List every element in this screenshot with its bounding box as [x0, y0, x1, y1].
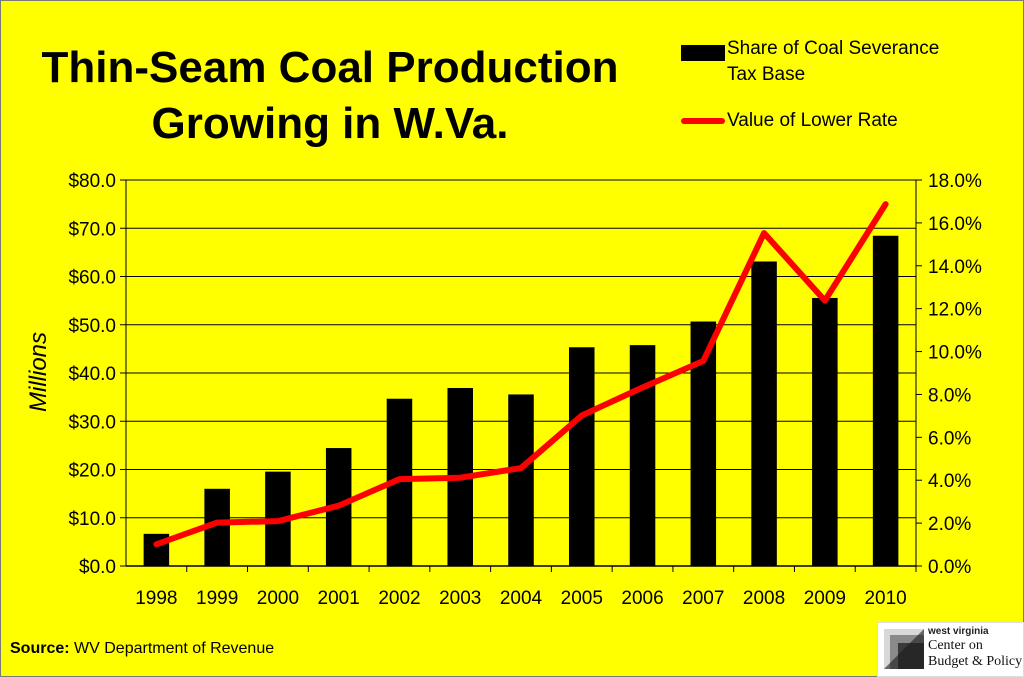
legend-label-bars: Share of Coal Severance Tax Base [727, 36, 939, 88]
x-axis-tick-label: 2010 [864, 588, 906, 609]
y2-axis-tick-label: 16.0% [928, 214, 982, 235]
legend-label-bars-line-2: Tax Base [727, 64, 806, 85]
y2-axis-tick-label: 2.0% [928, 514, 971, 535]
logo-mark-icon [882, 627, 926, 671]
chart-title-line-1: Thin-Seam Coal Production [41, 43, 619, 92]
y-axis-tick-label: $20.0 [68, 461, 116, 482]
x-axis-tick-label: 2005 [561, 588, 603, 609]
y2-axis-tick-label: 10.0% [928, 343, 982, 364]
legend: Share of Coal Severance Tax Base Value o… [675, 36, 1005, 152]
source-prefix: Source: [10, 640, 70, 657]
y-axis-tick-label: $40.0 [68, 364, 116, 385]
bar [629, 345, 656, 566]
logo-text-3: Budget & Policy [928, 654, 1023, 669]
legend-swatch-line [681, 118, 725, 124]
bar [751, 261, 777, 566]
y2-axis-tick-label: 12.0% [928, 300, 982, 321]
x-axis-tick-label: 2008 [743, 588, 785, 609]
y-axis-tick-label: $80.0 [68, 171, 116, 192]
x-axis-tick-label: 2002 [378, 588, 420, 609]
y2-axis-tick-label: 14.0% [928, 257, 982, 278]
source-note: Source: WV Department of Revenue [10, 640, 274, 658]
y-axis-tick-label: $30.0 [68, 412, 116, 433]
x-axis-tick-label: 2009 [804, 588, 846, 609]
y2-axis-tick-label: 8.0% [928, 385, 971, 406]
y-axis-tick-label: $50.0 [68, 316, 116, 337]
logo-text-1: west virginia [928, 626, 989, 637]
x-axis-tick-label: 2004 [500, 588, 543, 609]
legend-label-line: Value of Lower Rate [727, 110, 898, 131]
bar [508, 394, 534, 566]
bar [812, 297, 838, 566]
logo-text-2: Center on [928, 638, 983, 653]
wvcbp-logo: west virginia Center on Budget & Policy [877, 622, 1024, 677]
x-axis-tick-label: 2006 [621, 588, 663, 609]
legend-item-line: Value of Lower Rate [675, 108, 1005, 152]
x-axis-tick-label: 1999 [196, 588, 238, 609]
y-axis-title: Millions [25, 332, 52, 412]
y-axis-tick-label: $10.0 [68, 509, 116, 530]
y2-axis-tick-label: 18.0% [928, 171, 982, 192]
chart-title-line-2: Growing in W.Va. [151, 99, 509, 148]
x-axis-tick-label: 2000 [257, 588, 299, 609]
y-axis-tick-label: $70.0 [68, 219, 116, 240]
legend-label-bars-line-1: Share of Coal Severance [727, 38, 940, 59]
series-line-value-of-lower-rate [153, 201, 889, 548]
x-axis-tick-label: 2003 [439, 588, 481, 609]
y2-axis-tick-label: 0.0% [928, 557, 971, 578]
x-axis-tick-label: 1998 [135, 588, 177, 609]
x-axis-tick-label: 2001 [318, 588, 360, 609]
y-axis-tick-label: $60.0 [68, 268, 116, 289]
y2-axis-tick-label: 4.0% [928, 471, 971, 492]
bar [872, 235, 899, 566]
legend-item-bars: Share of Coal Severance Tax Base [675, 36, 1005, 88]
source-text: WV Department of Revenue [74, 640, 275, 657]
y-axis-tick-label: $0.0 [79, 557, 116, 578]
bar [569, 347, 595, 566]
y2-axis-tick-label: 6.0% [928, 428, 971, 449]
x-axis-tick-label: 2007 [682, 588, 724, 609]
legend-swatch-bar [681, 45, 725, 61]
chart-title: Thin-Seam Coal Production Growing in W.V… [40, 40, 620, 152]
